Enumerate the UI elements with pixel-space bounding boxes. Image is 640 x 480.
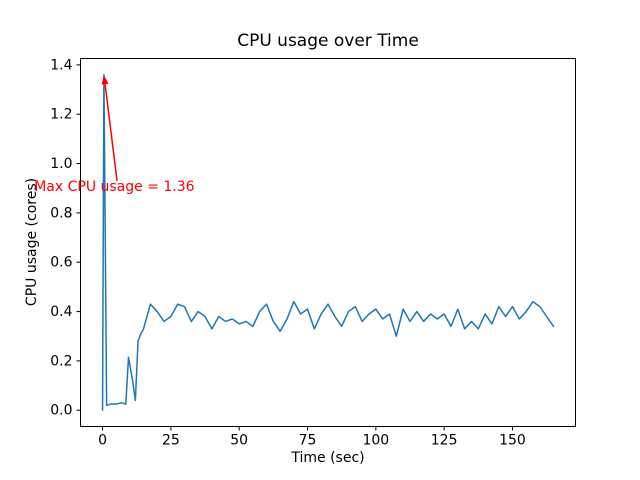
y-tick-label: 1.2 [50, 107, 72, 123]
annotation-arrow-head [101, 75, 109, 85]
x-tick-label: 150 [499, 433, 526, 449]
cpu-usage-line [101, 74, 555, 411]
x-axis-label: Time (sec) [291, 450, 365, 466]
y-tick-label: 1.4 [50, 57, 72, 73]
annotation-arrow-shaft [104, 84, 118, 181]
x-tick-label: 25 [162, 433, 180, 449]
y-tick-label: 0.2 [50, 353, 72, 369]
max-cpu-annotation: Max CPU usage = 1.36 [34, 179, 195, 196]
y-tick-label: 0.4 [50, 304, 72, 320]
y-tick-label: 1.0 [50, 156, 72, 172]
y-tick-label: 0.6 [50, 255, 72, 271]
plot-frame [80, 58, 576, 427]
x-tick-label: 0 [98, 433, 107, 449]
y-tick-label: 0.0 [50, 403, 72, 419]
chart-title: CPU usage over Time [237, 31, 419, 51]
y-axis-label: CPU usage (cores) [24, 177, 40, 307]
y-tick-label: 0.8 [50, 205, 72, 221]
x-tick-label: 100 [362, 433, 389, 449]
x-tick-label: 125 [431, 433, 458, 449]
x-tick-label: 50 [230, 433, 248, 449]
x-tick-label: 75 [299, 433, 317, 449]
